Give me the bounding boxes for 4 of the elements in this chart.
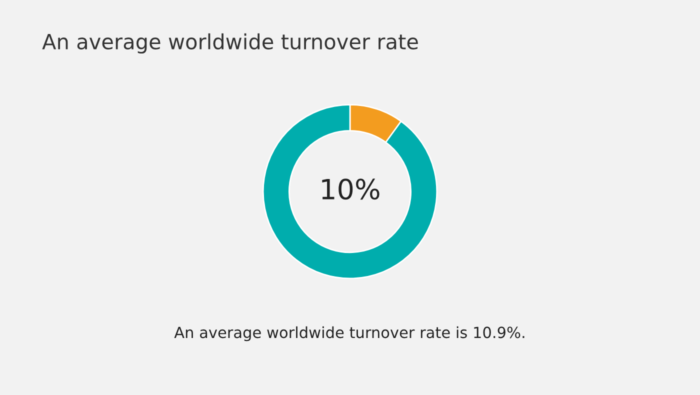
chart-title: An average worldwide turnover rate [42, 33, 418, 54]
donut-slice [262, 104, 438, 280]
data-label: 10% [322, 178, 380, 200]
text: An average worldwide turnover rate is 10.9%. [174, 326, 524, 342]
